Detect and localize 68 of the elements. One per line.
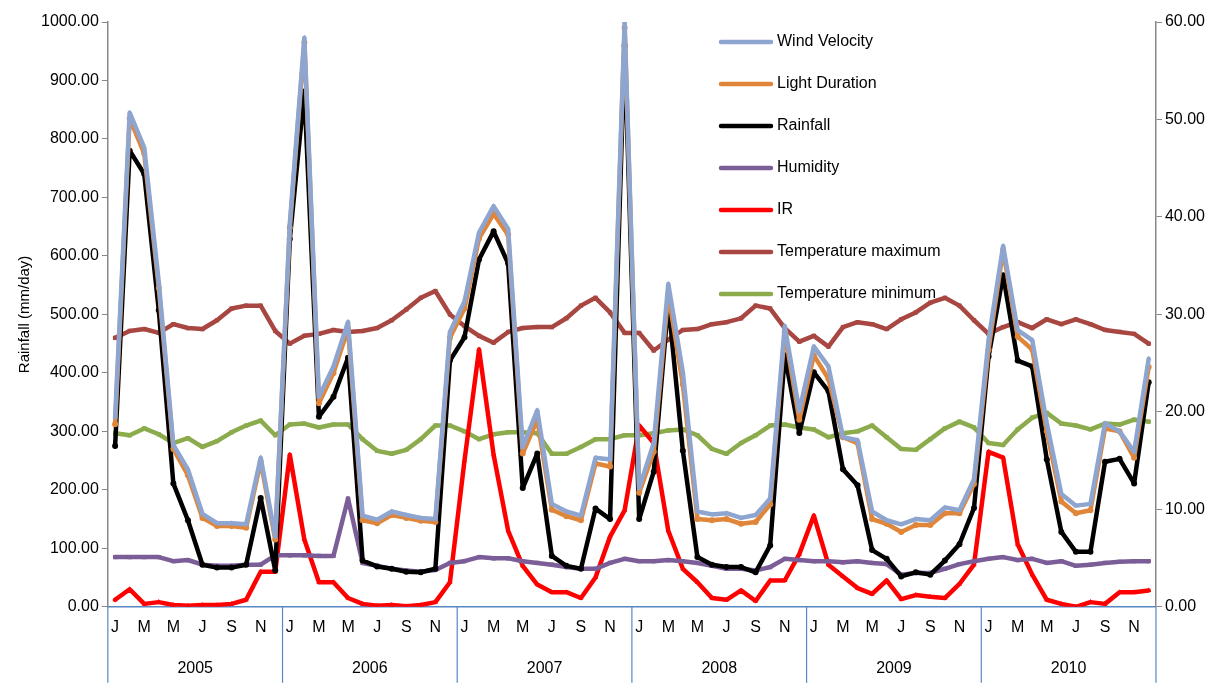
y-tick-label: 500.00 xyxy=(49,304,99,322)
y-tick-label: 900.00 xyxy=(49,70,99,88)
y-axis-title: Rainfall (mm/day) xyxy=(15,255,33,374)
x-tick-label: M xyxy=(486,617,501,635)
legend-label: Wind Velocity xyxy=(776,32,874,50)
x-tick-label: M xyxy=(661,617,675,635)
x-tick-label: M xyxy=(690,617,705,635)
x-tick-label: J xyxy=(635,617,644,635)
y2-tick-label: 50.00 xyxy=(1164,109,1206,127)
legend-label: IR xyxy=(776,200,793,218)
x-tick-label: S xyxy=(575,617,587,635)
y-tick-label: 700.00 xyxy=(49,187,99,205)
text: 2006 xyxy=(352,659,388,677)
y2-tick-label: 60.00 xyxy=(1164,12,1206,30)
text: 2009 xyxy=(876,659,912,677)
y-tick-label: 1000.00 xyxy=(40,12,99,30)
y-tick-label: 0.00 xyxy=(67,597,99,615)
x-tick-label: J xyxy=(809,617,818,635)
legend-label: Light Duration xyxy=(776,74,877,92)
y-tick-label: 100.00 xyxy=(49,538,99,556)
x-tick-label: S xyxy=(400,617,412,635)
text: 2007 xyxy=(526,659,563,677)
x-tick-label: J xyxy=(111,617,120,635)
x-tick-label: N xyxy=(953,617,966,635)
y-tick-label: 300.00 xyxy=(49,421,99,439)
x-tick-label: M xyxy=(1040,617,1054,635)
x-tick-label: N xyxy=(1128,617,1140,635)
x-tick-label: M xyxy=(836,617,850,635)
x-tick-label: M xyxy=(341,617,355,635)
x-tick-label: J xyxy=(373,617,382,635)
x-tick-label: M xyxy=(166,617,181,635)
legend-label: Temperature minimum xyxy=(776,284,937,302)
x-tick-label: N xyxy=(604,617,616,635)
x-tick-label: J xyxy=(1071,617,1080,635)
x-tick-label: M xyxy=(516,617,530,635)
y-tick-label: 600.00 xyxy=(49,246,99,264)
x-tick-label: M xyxy=(1011,617,1025,635)
y-tick-label: 400.00 xyxy=(49,363,99,381)
x-tick-label: S xyxy=(226,617,237,635)
x-tick-label: M xyxy=(865,617,879,635)
x-tick-label: J xyxy=(984,617,993,635)
x-tick-label: M xyxy=(137,617,151,635)
x-tick-label: M xyxy=(312,617,326,635)
y2-tick-label: 0.00 xyxy=(1164,597,1197,615)
x-tick-label: N xyxy=(254,617,267,635)
legend-label: Temperature maximum xyxy=(776,242,941,260)
y2-tick-label: 30.00 xyxy=(1164,304,1206,322)
legend-label: Rainfall xyxy=(776,116,831,134)
text: 2008 xyxy=(701,659,738,677)
text: 2010 xyxy=(1050,659,1087,677)
text: 2005 xyxy=(177,659,214,677)
y2-tick-label: 20.00 xyxy=(1164,402,1206,420)
x-tick-label: J xyxy=(198,617,207,635)
x-tick-label: J xyxy=(285,617,294,635)
x-tick-label: J xyxy=(722,617,731,635)
x-tick-label: N xyxy=(778,617,791,635)
x-tick-label: J xyxy=(547,617,556,635)
x-tick-label: S xyxy=(1099,617,1111,635)
y2-tick-label: 10.00 xyxy=(1164,499,1206,517)
x-tick-label: J xyxy=(897,617,906,635)
y2-tick-label: 40.00 xyxy=(1164,207,1206,225)
legend-label: Humidity xyxy=(776,158,840,176)
y-tick-label: 200.00 xyxy=(49,480,99,498)
y-tick-label: 800.00 xyxy=(49,129,99,147)
x-tick-label: J xyxy=(460,617,469,635)
x-tick-label: S xyxy=(750,617,761,635)
x-tick-label: N xyxy=(429,617,442,635)
x-tick-label: S xyxy=(924,617,936,635)
